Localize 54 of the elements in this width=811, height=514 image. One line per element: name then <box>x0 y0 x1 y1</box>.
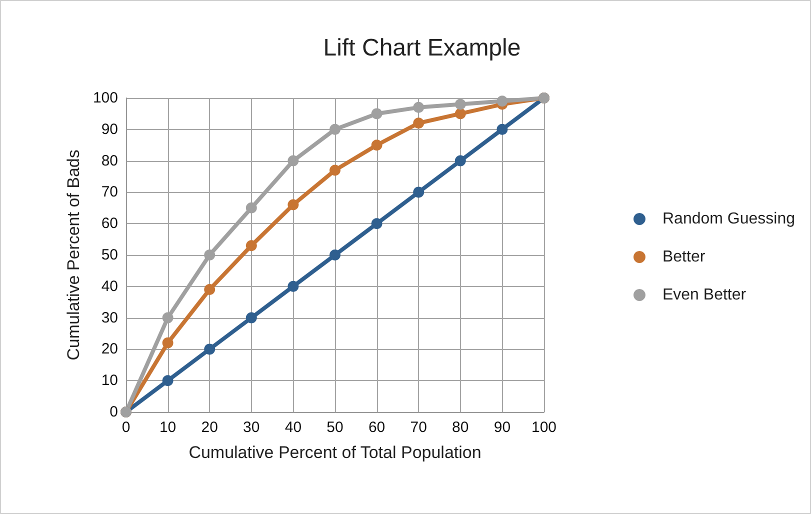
x-tick-label: 50 <box>326 419 344 436</box>
point <box>371 218 382 230</box>
y-tick-label: 0 <box>110 404 118 420</box>
point <box>330 124 340 135</box>
y-axis-title: Cumulative Percent of Bads <box>64 150 84 360</box>
x-tick-label: 80 <box>452 419 469 436</box>
y-tick-label: 20 <box>101 340 118 358</box>
point <box>162 375 174 386</box>
point <box>288 155 299 166</box>
chart-title: Lift Chart Example <box>323 34 521 62</box>
point <box>162 312 174 324</box>
y-tick-label: 80 <box>101 152 118 170</box>
point <box>454 108 466 120</box>
point <box>246 312 257 324</box>
point <box>246 202 257 214</box>
point <box>204 344 216 355</box>
x-tick-label: 10 <box>159 419 176 436</box>
x-tick-label: 90 <box>494 419 511 436</box>
y-tick-label: 30 <box>101 309 118 326</box>
legend-label: Better <box>662 248 706 266</box>
y-tick-label: 40 <box>101 278 118 295</box>
point <box>496 96 508 107</box>
y-tick-label: 50 <box>101 246 118 264</box>
point <box>162 337 174 348</box>
point <box>371 108 382 120</box>
point <box>246 240 257 252</box>
x-tick-label: 40 <box>284 419 302 436</box>
legend-label: Even Better <box>662 286 747 304</box>
x-tick-label: 100 <box>531 419 557 436</box>
y-tick-label: 100 <box>92 90 118 106</box>
point <box>454 98 466 110</box>
x-tick-label: 60 <box>368 419 386 436</box>
point <box>413 118 424 129</box>
point <box>413 186 424 198</box>
point <box>288 199 299 210</box>
point <box>496 124 508 135</box>
x-axis-title: Cumulative Percent of Total Population <box>188 443 482 462</box>
legend-label: Random Guessing <box>662 210 795 228</box>
point <box>288 280 299 292</box>
point <box>413 102 424 113</box>
x-tick-label: 30 <box>243 419 260 436</box>
y-tick-label: 90 <box>101 120 118 138</box>
point <box>330 250 340 260</box>
point <box>454 155 466 166</box>
x-tick-label: 0 <box>122 419 130 436</box>
x-tick-label: 20 <box>201 419 218 436</box>
point <box>204 250 216 260</box>
y-tick-label: 10 <box>101 372 118 390</box>
y-tick-label: 70 <box>101 184 118 201</box>
point <box>371 140 382 151</box>
x-tick-label: 70 <box>410 419 427 436</box>
point <box>204 284 216 296</box>
point <box>330 164 340 176</box>
y-tick-label: 60 <box>101 215 118 232</box>
